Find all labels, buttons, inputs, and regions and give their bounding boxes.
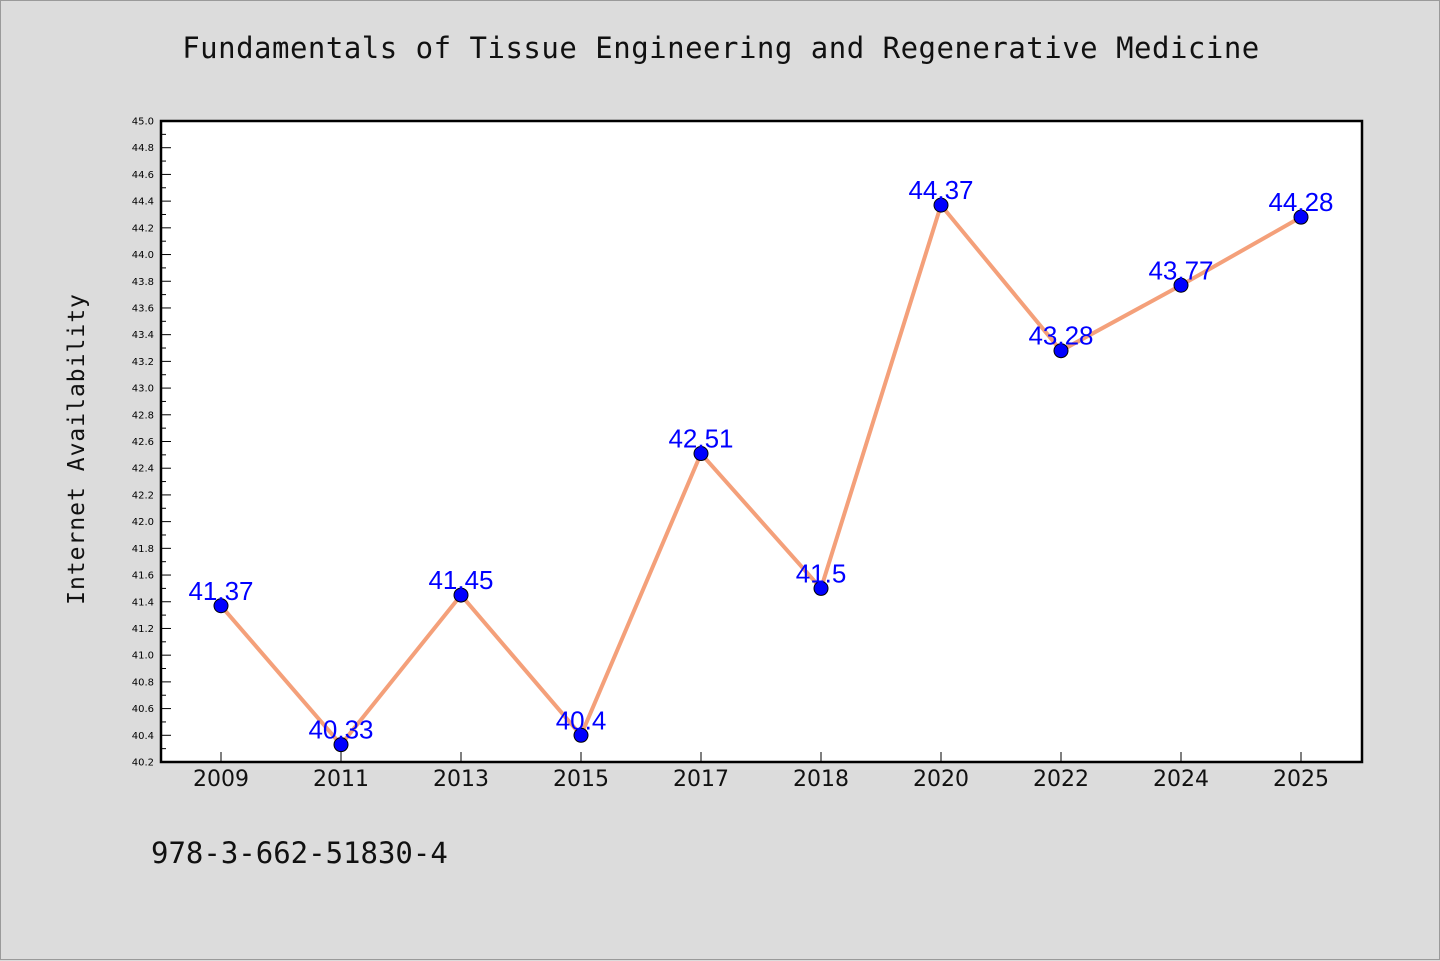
data-point-marker xyxy=(933,197,949,213)
y-tick-label: 42.2 xyxy=(132,490,154,501)
y-tick-label: 43.6 xyxy=(132,303,154,314)
y-tick-label: 42.0 xyxy=(132,517,154,528)
y-tick-label: 41.8 xyxy=(132,544,154,555)
data-point-marker xyxy=(1293,209,1309,225)
data-point-marker xyxy=(453,587,469,603)
y-tick-label: 40.8 xyxy=(132,677,154,688)
y-tick-label: 44.4 xyxy=(132,197,154,208)
data-point-label: 44.28 xyxy=(1268,187,1333,217)
y-tick-label: 41.4 xyxy=(132,597,154,608)
y-tick-label: 43.0 xyxy=(132,384,154,395)
x-tick-label: 2009 xyxy=(193,767,249,792)
y-tick-label: 44.8 xyxy=(132,143,154,154)
y-tick-label: 41.0 xyxy=(132,651,154,662)
x-tick-label: 2015 xyxy=(553,767,609,792)
data-point-marker xyxy=(333,737,349,753)
y-tick-label: 43.8 xyxy=(132,277,154,288)
data-point-label: 41.5 xyxy=(796,558,847,588)
y-tick-label: 40.6 xyxy=(132,704,154,715)
data-point-marker xyxy=(1173,277,1189,293)
y-tick-label: 40.2 xyxy=(132,758,154,769)
x-tick-label: 2018 xyxy=(793,767,849,792)
x-tick-label: 2011 xyxy=(313,767,369,792)
y-tick-label: 42.8 xyxy=(132,410,154,421)
data-point-marker xyxy=(693,446,709,462)
x-tick-label: 2013 xyxy=(433,767,489,792)
data-point-label: 42.51 xyxy=(668,424,733,454)
data-point-label: 44.37 xyxy=(908,175,973,205)
y-tick-label: 43.2 xyxy=(132,357,154,368)
data-point-label: 41.37 xyxy=(188,576,253,606)
data-point-label: 43.28 xyxy=(1028,321,1093,351)
data-point-marker xyxy=(213,598,229,614)
y-tick-label: 44.0 xyxy=(132,250,154,261)
chart-title: Fundamentals of Tissue Engineering and R… xyxy=(182,31,1260,65)
y-tick-label: 45.0 xyxy=(132,117,154,128)
data-point-label: 41.45 xyxy=(428,565,493,595)
data-point-label: 40.33 xyxy=(308,715,373,745)
y-axis-ticks: 40.2 40.4 40.6 40.8 41.0 41.2 41.4 41.6 41.8 42.0… xyxy=(132,117,171,769)
data-point-marker xyxy=(573,727,589,743)
y-tick-label: 40.4 xyxy=(132,731,154,742)
data-point-marker xyxy=(1053,343,1069,359)
series-line xyxy=(219,203,1302,747)
y-tick-label: 44.6 xyxy=(132,170,154,181)
x-tick-label: 2024 xyxy=(1153,767,1209,792)
y-tick-label: 43.4 xyxy=(132,330,154,341)
y-tick-label: 42.6 xyxy=(132,437,154,448)
x-tick-label: 2025 xyxy=(1273,767,1329,792)
x-axis-ticks: 2009 2011 2013 2015 2017 2018 2020 2022 2024 2025 xyxy=(193,752,1329,792)
data-point-label: 43.77 xyxy=(1148,255,1213,285)
y-tick-label: 42.4 xyxy=(132,464,154,475)
isbn-footer: 978-3-662-51830-4 xyxy=(151,836,448,870)
y-tick-label: 41.6 xyxy=(132,571,154,582)
data-point-label: 40.4 xyxy=(556,705,607,735)
plot-background xyxy=(159,119,1364,764)
series-layer: 41.37 40.33 41.45 40.4 42.51 41.5 44.37 43.28 43… xyxy=(188,175,1334,753)
x-tick-label: 2022 xyxy=(1033,767,1089,792)
y-tick-label: 44.2 xyxy=(132,223,154,234)
x-tick-label: 2020 xyxy=(913,767,969,792)
y-tick-label: 41.2 xyxy=(132,624,154,635)
x-tick-label: 2017 xyxy=(673,767,729,792)
data-point-marker xyxy=(813,580,829,596)
